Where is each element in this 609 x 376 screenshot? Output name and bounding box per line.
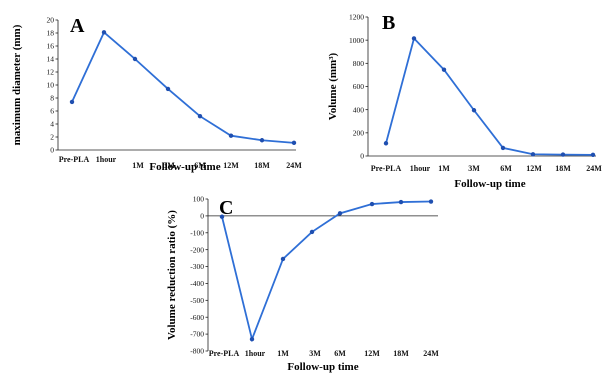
x-tick-label: 24M: [286, 161, 302, 170]
data-point: [259, 138, 265, 143]
y-tick-label: 16: [47, 42, 55, 51]
data-point: [441, 67, 447, 72]
series-line: [71, 30, 295, 144]
x-tick-label: Pre-PLA: [371, 164, 402, 173]
x-tick-label: 18M: [555, 164, 571, 173]
y-tick-label: 0: [360, 152, 364, 161]
data-point: [165, 86, 171, 92]
x-axis-title: Follow-up time: [149, 161, 220, 173]
x-tick-label: 1hour: [96, 155, 117, 164]
x-tick-label: 3M: [309, 349, 321, 358]
panel-letter: B: [382, 12, 395, 34]
x-tick-label: 12M: [364, 349, 380, 358]
x-axis-title: Follow-up time: [287, 361, 358, 373]
x-tick-label: 6M: [334, 349, 346, 358]
data-point: [560, 152, 566, 157]
x-tick-label: 1M: [277, 349, 289, 358]
data-point: [411, 36, 417, 41]
y-tick-label: 600: [353, 82, 365, 91]
chart-panel-a: 0 2 4 6 8 10 12 14 16 18 20 Pre-PLA 1hour 1M 3M 6M 12M 18…: [11, 15, 302, 173]
chart-panel-c: -800 -700 -600 -500 -400 -300 -200 -100 0 100 Pre-…: [166, 195, 439, 373]
y-tick-label: -100: [190, 228, 204, 237]
data-point: [219, 214, 225, 219]
x-axis-title: Follow-up time: [454, 178, 525, 190]
x-tick-label: 1hour: [245, 349, 266, 358]
y-tick-label: 10: [47, 81, 55, 90]
series-line: [221, 200, 432, 343]
y-tick-label: 6: [50, 107, 54, 116]
data-point: [101, 30, 107, 35]
chart-panel-b: 0 200 400 600 800 1000 1200 Pre-PLA 1hour 1M 3M 6M 1…: [327, 12, 602, 190]
y-tick-label: 12: [47, 68, 55, 77]
data-point: [530, 152, 536, 157]
y-tick-label: -200: [190, 245, 204, 254]
x-tick-label: 1M: [132, 161, 144, 170]
x-tick-label: 12M: [526, 164, 542, 173]
y-tick-label: 400: [353, 105, 365, 114]
y-axis-title: maximum diameter (mm): [11, 24, 23, 145]
y-tick-label: -300: [190, 262, 204, 271]
x-tick-label: 3M: [163, 161, 175, 170]
data-point: [132, 56, 138, 62]
panel-letter: A: [70, 15, 85, 37]
y-axis-title: Volume (mm³): [327, 52, 339, 120]
x-tick-label: 18M: [254, 161, 270, 170]
x-tick-label: 6M: [194, 161, 206, 170]
y-tick-label: 1000: [349, 36, 364, 45]
data-point: [309, 229, 315, 235]
x-tick-label: 24M: [423, 349, 439, 358]
data-point: [428, 199, 434, 204]
x-tick-label: 6M: [500, 164, 512, 173]
y-tick-label: 20: [47, 16, 55, 25]
x-tick-label: 3M: [468, 164, 480, 173]
y-tick-label: 100: [193, 195, 205, 204]
series-line: [385, 36, 594, 156]
y-tick-label: 200: [353, 128, 365, 137]
data-point: [249, 336, 255, 342]
x-tick-label: 24M: [586, 164, 602, 173]
y-tick-label: 18: [47, 29, 55, 38]
y-tick-label: -500: [190, 296, 204, 305]
data-point: [471, 108, 477, 113]
y-tick-label: 2: [50, 133, 54, 142]
data-point: [291, 140, 297, 146]
data-point: [69, 99, 75, 105]
x-tick-label: 18M: [393, 349, 409, 358]
y-tick-label: 8: [50, 94, 54, 103]
y-tick-label: -700: [190, 330, 204, 339]
y-tick-label: -400: [190, 279, 204, 288]
data-point: [369, 201, 375, 207]
data-point: [337, 211, 343, 216]
y-tick-label: 800: [353, 59, 365, 68]
data-point: [500, 145, 506, 151]
x-tick-label: Pre-PLA: [209, 349, 240, 358]
panel-letter: C: [219, 197, 233, 219]
y-tick-label: -800: [190, 347, 204, 356]
x-tick-label: 1hour: [410, 164, 431, 173]
x-tick-label: 12M: [223, 161, 239, 170]
data-point: [383, 141, 389, 146]
y-tick-label: -600: [190, 313, 204, 322]
y-tick-label: 14: [47, 55, 55, 64]
y-tick-label: 0: [200, 211, 204, 220]
x-tick-label: Pre-PLA: [59, 155, 90, 164]
y-axis-title: Volume reduction ratio (%): [166, 210, 178, 340]
x-tick-label: 1M: [438, 164, 450, 173]
y-tick-label: 1200: [349, 13, 364, 22]
data-point: [398, 199, 404, 205]
y-tick-label: 0: [50, 146, 54, 155]
y-tick-label: 4: [50, 120, 54, 129]
data-point: [280, 256, 286, 262]
data-point: [228, 133, 234, 138]
data-point: [197, 114, 203, 119]
data-point: [590, 152, 596, 158]
